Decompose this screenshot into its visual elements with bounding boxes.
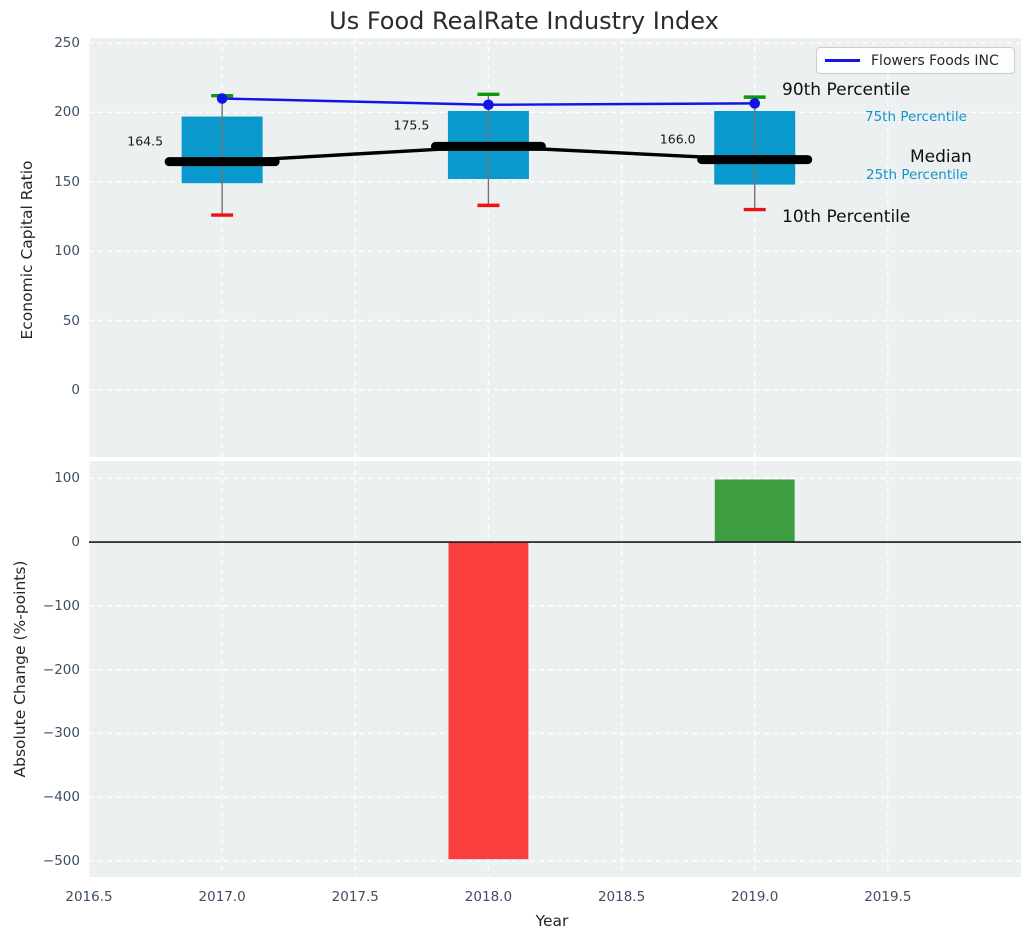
legend-line-icon — [825, 59, 860, 62]
x-tick-label: 2019.5 — [864, 889, 912, 905]
bottom-y-tick-label: 0 — [71, 534, 80, 551]
x-tick-label: 2018.0 — [464, 889, 513, 905]
bottom-y-tick-label: 100 — [54, 470, 80, 487]
top-y-tick-label: 150 — [54, 173, 80, 190]
x-tick-label: 2018.5 — [597, 889, 646, 905]
bottom-y-tick-label: −300 — [42, 725, 80, 742]
legend-label: Flowers Foods INC — [871, 52, 999, 69]
x-tick-label: 2017.0 — [198, 889, 246, 905]
x-tick-label: 2017.5 — [331, 889, 379, 905]
top-y-tick-label: 100 — [54, 243, 80, 260]
annotation-10th-percentile: 10th Percentile — [782, 207, 911, 227]
top-y-tick-label: 200 — [54, 104, 80, 121]
bottom-y-tick-label: −400 — [42, 789, 80, 806]
top-y-tick-label: 50 — [62, 312, 80, 329]
x-axis-label: Year — [535, 912, 569, 930]
top-y-tick-label: 0 — [71, 381, 80, 398]
annotation-25th-percentile: 25th Percentile — [866, 167, 968, 183]
x-tick-label: 2016.5 — [65, 889, 113, 905]
company-point-2019 — [749, 98, 761, 109]
change-bar-2018 — [448, 542, 529, 860]
bottom-y-tick-label: −200 — [42, 661, 80, 678]
change-bar-2019 — [714, 479, 795, 543]
bottom-y-tick-label: −500 — [42, 853, 80, 870]
top-axes-background — [89, 38, 1021, 457]
bottom-y-tick-label: −100 — [42, 597, 80, 614]
median-value-label: 166.0 — [659, 131, 696, 147]
company-point-2017 — [216, 93, 228, 104]
top-y-tick-label: 250 — [54, 34, 80, 51]
legend: Flowers Foods INC — [816, 47, 1015, 74]
median-value-label: 175.5 — [393, 117, 430, 133]
company-point-2018 — [483, 99, 494, 111]
annotation-median: Median — [910, 147, 972, 167]
median-value-label: 164.5 — [127, 133, 164, 149]
annotation-75th-percentile: 75th Percentile — [865, 109, 967, 125]
x-tick-label: 2019.0 — [731, 889, 779, 905]
chart-title: Us Food RealRate Industry Index — [329, 7, 719, 35]
annotation-90th-percentile: 90th Percentile — [782, 80, 911, 100]
